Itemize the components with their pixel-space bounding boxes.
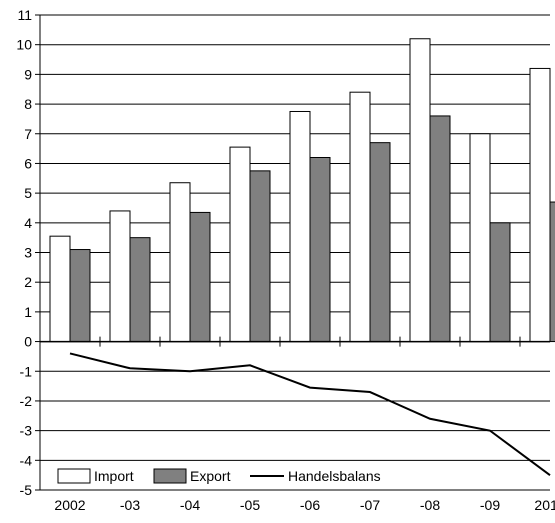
bar-export-0 xyxy=(69,249,91,343)
bar-import-4 xyxy=(289,110,311,343)
bar-import-2 xyxy=(169,182,191,343)
y-tick-label: -4 xyxy=(20,452,33,468)
y-tick-label: 9 xyxy=(24,66,32,82)
x-tick-label: -06 xyxy=(300,497,320,513)
x-axis-labels: 2002 -03 -04 -05 -06 -07 -08 -09 2010 xyxy=(54,497,555,513)
x-tick-label: 2010 xyxy=(534,497,555,513)
bar-import-5 xyxy=(349,91,371,343)
bar-export-4 xyxy=(309,157,331,343)
y-tick-label: -5 xyxy=(20,482,33,498)
x-tick-label: -08 xyxy=(420,497,440,513)
y-tick-label: 2 xyxy=(24,274,32,290)
bar-import-3 xyxy=(229,146,251,343)
y-tick-label: 7 xyxy=(24,126,32,142)
bar-export-8 xyxy=(549,201,555,343)
legend-swatch-import xyxy=(57,468,91,484)
legend-label-handelsbalans: Handelsbalans xyxy=(288,468,381,484)
bar-import-0 xyxy=(49,235,71,343)
bar-import-8 xyxy=(529,67,551,343)
y-tick-label: -1 xyxy=(20,363,33,379)
bar-export-6 xyxy=(429,115,451,343)
legend-label-import: Import xyxy=(94,468,134,484)
bar-export-7 xyxy=(489,222,511,343)
bar-import-7 xyxy=(469,133,491,343)
x-tick-label: -03 xyxy=(120,497,140,513)
y-tick-label: 3 xyxy=(24,245,32,261)
axes xyxy=(39,15,550,490)
x-tick-label: 2002 xyxy=(54,497,85,513)
x-tick-label: -07 xyxy=(360,497,380,513)
bar-export-2 xyxy=(189,211,211,343)
y-tick-label: 8 xyxy=(24,96,32,112)
legend-swatch-export xyxy=(153,468,187,484)
y-tick-label: 6 xyxy=(24,155,32,171)
y-tick-label: 0 xyxy=(24,334,32,350)
y-axis-ticks: -5 -4 -3 -2 -1 0 1 2 3 4 5 6 7 8 9 10 11 xyxy=(16,7,40,498)
y-tick-label: -2 xyxy=(20,393,33,409)
y-tick-label: 5 xyxy=(24,185,32,201)
bar-export-1 xyxy=(129,237,151,343)
x-tick-label: -04 xyxy=(180,497,200,513)
legend: Import Export Handelsbalans xyxy=(57,468,381,484)
y-tick-label: 11 xyxy=(17,7,32,23)
series-lines xyxy=(69,352,551,476)
legend-label-export: Export xyxy=(190,468,231,484)
x-tick-label: -05 xyxy=(240,497,260,513)
x-tick-label: -09 xyxy=(480,497,500,513)
line-handelsbalans xyxy=(69,352,551,476)
y-tick-label: 4 xyxy=(24,215,32,231)
y-tick-label: 1 xyxy=(24,304,32,320)
bar-import-6 xyxy=(409,38,431,343)
bar-import-1 xyxy=(109,210,131,343)
y-tick-label: 10 xyxy=(16,37,32,53)
bar-export-5 xyxy=(369,142,391,343)
y-tick-label: -3 xyxy=(20,423,33,439)
bars xyxy=(49,38,555,343)
bar-export-3 xyxy=(249,170,271,343)
